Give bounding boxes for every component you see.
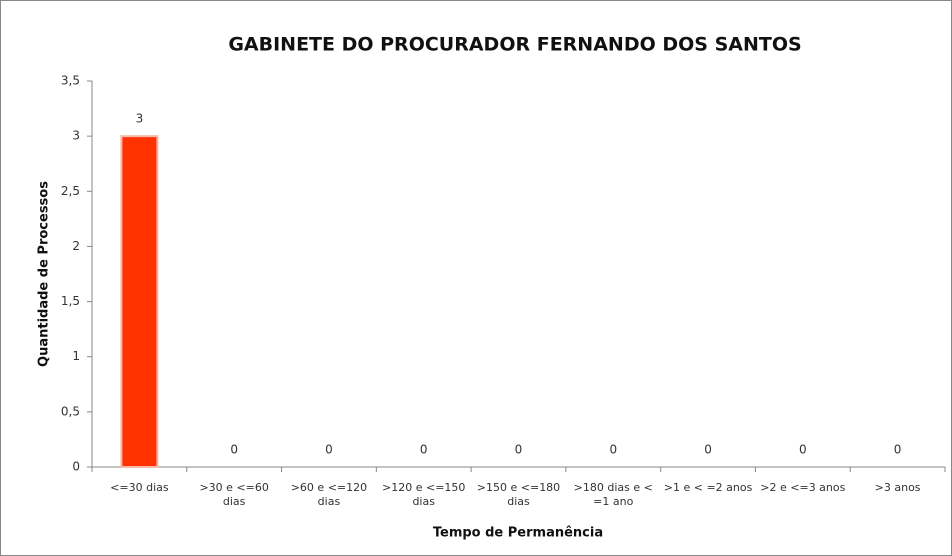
data-label: 0 xyxy=(799,443,807,457)
y-tick-label: 1 xyxy=(72,349,80,363)
data-label: 0 xyxy=(230,443,238,457)
y-tick-label: 3 xyxy=(72,129,80,143)
data-label: 0 xyxy=(515,443,523,457)
data-label: 3 xyxy=(136,112,144,126)
x-tick-label: >180 dias e < =1 ano xyxy=(573,481,653,508)
y-axis-title: Quantidade de Processos xyxy=(37,181,52,367)
x-tick-label: >60 e <=120 dias xyxy=(290,481,368,508)
data-label: 0 xyxy=(609,443,617,457)
x-tick-label: <=30 dias xyxy=(110,481,169,494)
y-tick-label: 3,5 xyxy=(61,74,80,88)
x-tick-label: >150 e <=180 dias xyxy=(476,481,561,508)
y-tick-label: 1,5 xyxy=(61,294,80,308)
data-label: 0 xyxy=(894,443,902,457)
data-label: 0 xyxy=(325,443,333,457)
x-tick-label: >1 e < =2 anos xyxy=(663,481,753,494)
x-tick-label: >120 e <=150 dias xyxy=(382,481,466,508)
bar xyxy=(120,135,159,468)
data-label: 0 xyxy=(704,443,712,457)
x-tick-label: >3 anos xyxy=(874,481,921,494)
data-label: 0 xyxy=(420,443,428,457)
x-tick-label: >2 e <=3 anos xyxy=(760,481,846,494)
x-tick-label: >30 e <=60 dias xyxy=(199,481,269,508)
y-tick-label: 0 xyxy=(72,460,80,474)
x-axis-title: Tempo de Permanência xyxy=(433,526,603,541)
y-tick-label: 2 xyxy=(72,239,80,253)
y-tick-label: 0,5 xyxy=(61,404,80,418)
y-tick-label: 2,5 xyxy=(61,184,80,198)
chart-title: GABINETE DO PROCURADOR FERNANDO DOS SANT… xyxy=(228,34,801,56)
